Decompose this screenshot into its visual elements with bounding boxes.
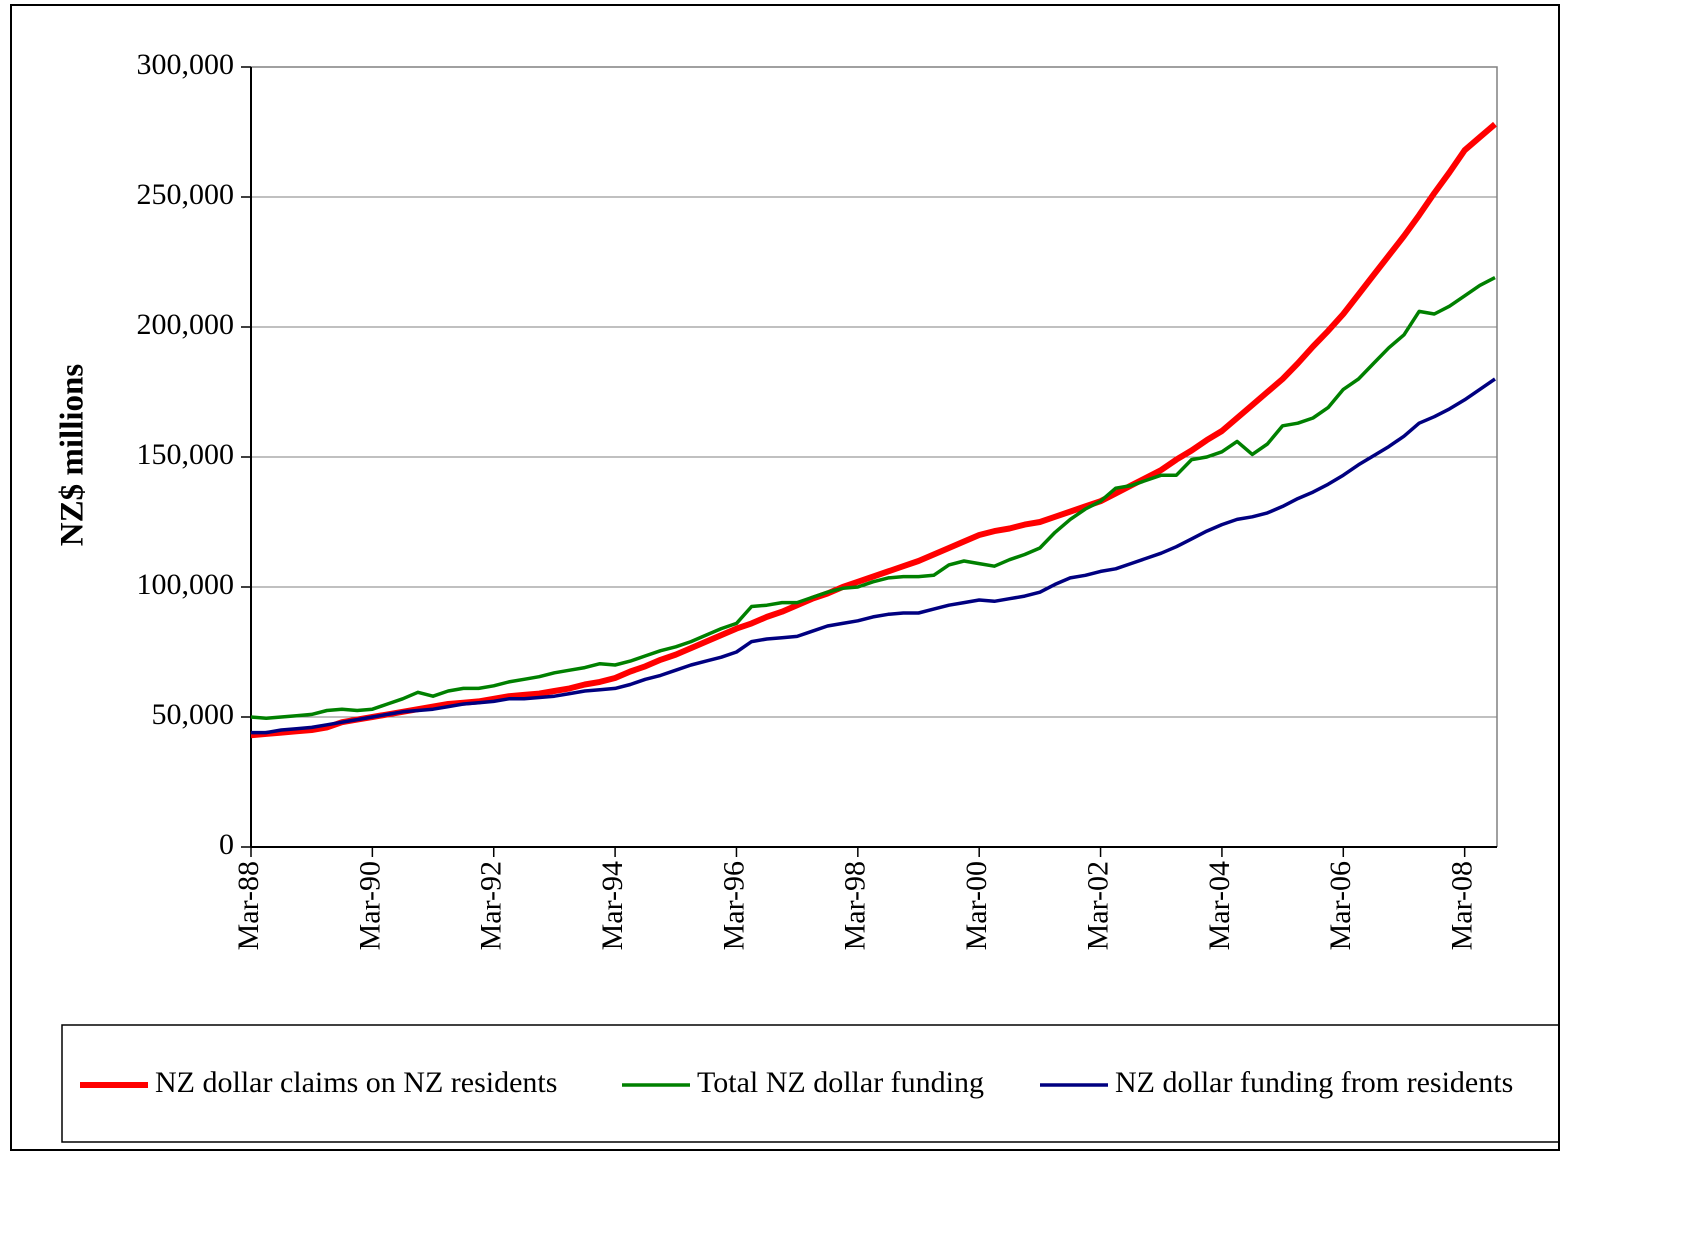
legend-label: NZ dollar claims on NZ residents: [155, 1066, 557, 1099]
x-tick-label: Mar-98: [839, 861, 872, 950]
y-axis-title: NZ$ millions: [55, 364, 91, 547]
plot-border: [251, 66, 1498, 847]
x-tick-label: Mar-04: [1203, 861, 1236, 950]
x-tick-label: Mar-96: [717, 861, 750, 950]
y-tick-label: 150,000: [137, 438, 235, 471]
y-tick-label: 50,000: [152, 698, 235, 731]
y-tick-label: 200,000: [137, 308, 235, 341]
series-line: [250, 276, 1496, 721]
x-tick-label: Mar-90: [353, 861, 386, 950]
x-tick-label: Mar-06: [1324, 861, 1357, 950]
x-tick-label: Mar-08: [1446, 861, 1479, 950]
y-tick-label: 0: [219, 828, 234, 861]
y-tick-label: 100,000: [137, 568, 235, 601]
x-tick-label: Mar-00: [960, 861, 993, 950]
x-tick-label: Mar-02: [1081, 861, 1114, 950]
legend-box: [61, 1024, 1560, 1143]
legend-label: Total NZ dollar funding: [697, 1066, 984, 1099]
y-tick-label: 300,000: [137, 48, 235, 81]
legend-label: NZ dollar funding from residents: [1115, 1066, 1513, 1099]
y-tick-label: 250,000: [137, 178, 235, 211]
x-tick-label: Mar-92: [475, 861, 508, 950]
series-line: [251, 377, 1496, 735]
series-line: [250, 121, 1497, 739]
x-tick-label: Mar-94: [596, 861, 629, 950]
x-tick-label: Mar-88: [232, 861, 265, 950]
chart-frame: [10, 4, 1560, 1151]
